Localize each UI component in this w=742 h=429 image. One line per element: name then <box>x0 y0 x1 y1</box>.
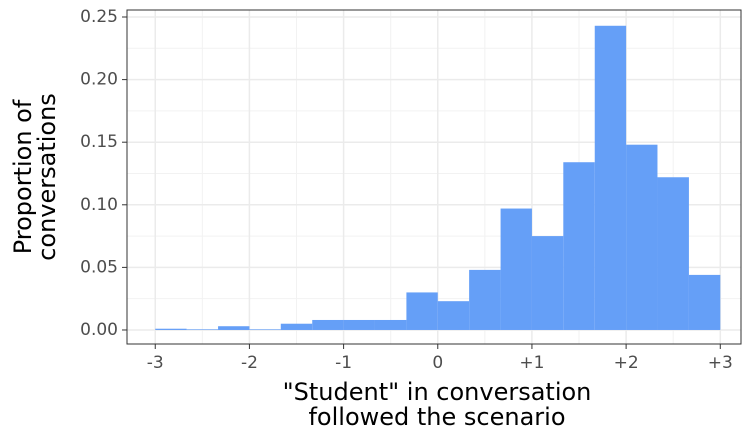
bar <box>469 269 501 330</box>
x-tick-label: -3 <box>147 353 164 373</box>
y-axis-label: conversations <box>33 93 61 261</box>
y-tick-label: 0.25 <box>80 7 118 27</box>
bar <box>186 329 219 330</box>
bar <box>343 319 375 330</box>
x-axis-label: followed the scenario <box>308 403 565 429</box>
x-tick-label: +2 <box>614 353 639 373</box>
bar <box>626 144 658 330</box>
bar <box>563 162 595 330</box>
y-tick-label: 0.00 <box>80 320 118 340</box>
bar <box>155 328 187 330</box>
x-tick-label: 0 <box>432 353 443 373</box>
bar <box>249 329 281 330</box>
bar <box>437 301 470 330</box>
bar <box>500 208 532 330</box>
bar <box>406 292 438 330</box>
plot-border <box>126 9 742 345</box>
x-tick-label: +1 <box>519 353 544 373</box>
x-tick-label: -1 <box>335 353 352 373</box>
bar <box>312 319 344 330</box>
bar <box>688 274 721 330</box>
y-tick-label: 0.05 <box>80 257 118 277</box>
bar <box>594 25 627 330</box>
x-tick-label: +3 <box>708 353 733 373</box>
x-tick-label: -2 <box>241 353 258 373</box>
bar <box>374 319 407 330</box>
bar <box>657 177 689 330</box>
bar <box>218 326 250 330</box>
y-tick-label: 0.15 <box>80 132 118 152</box>
bar <box>280 323 313 330</box>
x-axis-label: "Student" in conversation <box>283 378 592 406</box>
bar <box>531 236 564 330</box>
y-axis-label: Proportion of <box>9 99 37 254</box>
y-tick-label: 0.10 <box>80 195 118 215</box>
y-tick-label: 0.20 <box>80 70 118 90</box>
